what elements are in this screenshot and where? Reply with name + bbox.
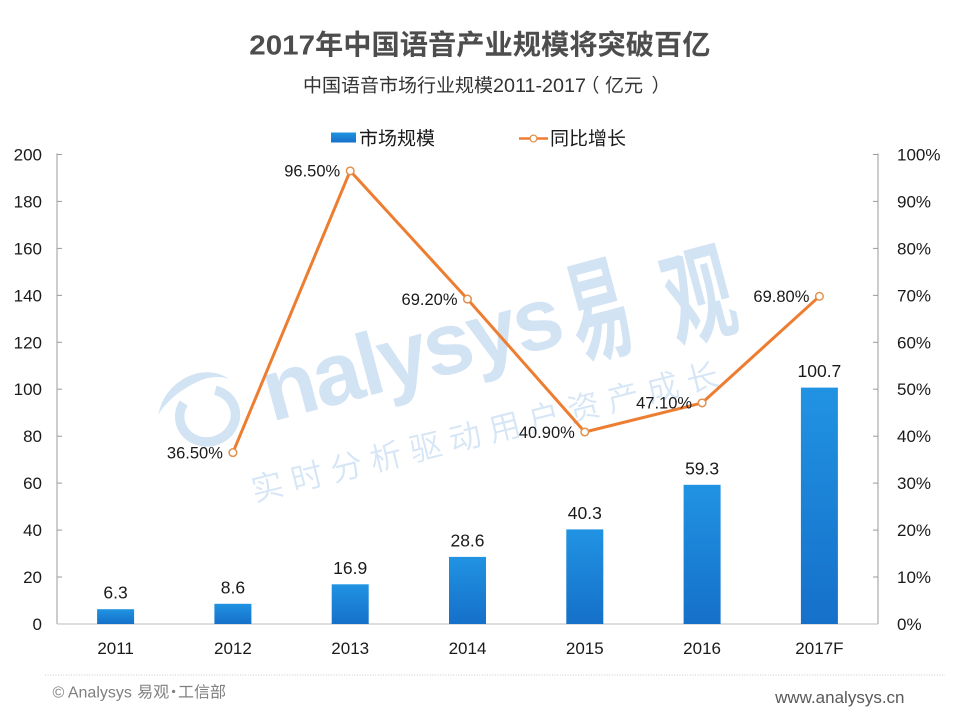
svg-text:0: 0 — [33, 615, 42, 634]
svg-text:40.3: 40.3 — [568, 503, 602, 523]
svg-text:2014: 2014 — [449, 639, 487, 658]
svg-text:69.20%: 69.20% — [402, 291, 458, 309]
svg-text:100: 100 — [14, 380, 42, 399]
svg-text:2017: 2017 — [249, 30, 315, 61]
svg-text:59.3: 59.3 — [685, 458, 719, 478]
svg-text:2011: 2011 — [97, 639, 134, 658]
svg-text:90%: 90% — [897, 192, 931, 211]
svg-text:70%: 70% — [897, 286, 931, 305]
svg-text:8.6: 8.6 — [221, 577, 245, 597]
svg-text:69.80%: 69.80% — [753, 288, 809, 306]
svg-text:47.10%: 47.10% — [636, 395, 692, 413]
svg-text:80%: 80% — [897, 239, 931, 258]
svg-text:30%: 30% — [897, 474, 931, 493]
svg-text:80: 80 — [23, 427, 42, 446]
svg-text:2012: 2012 — [214, 639, 252, 658]
svg-text:0%: 0% — [897, 615, 922, 634]
svg-text:2016: 2016 — [683, 639, 721, 658]
svg-text:40%: 40% — [897, 427, 931, 446]
svg-text:10%: 10% — [897, 568, 931, 587]
svg-text:www.analysys.cn: www.analysys.cn — [774, 688, 904, 707]
svg-text:200: 200 — [14, 146, 42, 165]
svg-text:60: 60 — [23, 474, 42, 493]
svg-text:2011-2017: 2011-2017 — [493, 76, 586, 97]
svg-text:2013: 2013 — [331, 639, 369, 658]
svg-text:180: 180 — [14, 192, 42, 211]
svg-text:36.50%: 36.50% — [167, 444, 223, 462]
svg-text:100.7: 100.7 — [798, 361, 842, 381]
svg-text:40: 40 — [23, 521, 42, 540]
svg-text:140: 140 — [14, 286, 42, 305]
svg-text:120: 120 — [14, 333, 42, 352]
svg-text:96.50%: 96.50% — [284, 163, 340, 181]
svg-text:100%: 100% — [897, 146, 940, 165]
svg-text:16.9: 16.9 — [333, 558, 367, 578]
svg-text:© Analysys: © Analysys — [53, 685, 132, 702]
svg-text:20: 20 — [23, 568, 42, 587]
svg-text:2017F: 2017F — [795, 639, 843, 658]
svg-text:20%: 20% — [897, 521, 931, 540]
svg-text:40.90%: 40.90% — [519, 424, 575, 442]
svg-text:6.3: 6.3 — [103, 583, 127, 603]
svg-text:2015: 2015 — [566, 639, 604, 658]
svg-text:60%: 60% — [897, 333, 931, 352]
svg-text:50%: 50% — [897, 380, 931, 399]
svg-text:28.6: 28.6 — [450, 530, 484, 550]
svg-text:160: 160 — [14, 239, 42, 258]
